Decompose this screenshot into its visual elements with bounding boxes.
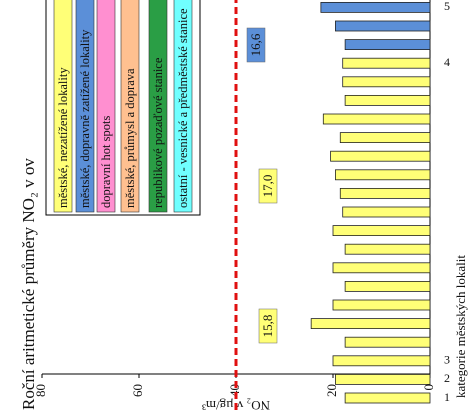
- bar: [344, 336, 431, 348]
- bar: [342, 206, 431, 218]
- legend-label: dopravní hot spots: [99, 116, 113, 208]
- y-tick-label: 60: [130, 384, 145, 397]
- legend-label: republikové pozaďové stanice: [151, 57, 165, 208]
- bar: [342, 76, 431, 88]
- bar: [335, 20, 431, 32]
- y-tick-label: 0: [421, 384, 436, 391]
- x-tick-label: 5: [444, 0, 450, 13]
- legend-swatch: [53, 0, 73, 213]
- bar: [330, 150, 431, 162]
- bar: [335, 374, 431, 385]
- legend-label: ostatní - vesnické a předměstské stanice: [176, 8, 190, 208]
- x-tick-label: 1: [444, 390, 450, 404]
- legend-label: městské, nezatížené lokality: [56, 67, 70, 208]
- legend-swatch: [96, 0, 116, 213]
- legend-swatch: [120, 0, 140, 213]
- annotation-box: [258, 308, 278, 344]
- bar: [332, 225, 431, 237]
- annotation: 17,0: [260, 175, 275, 198]
- bar: [332, 299, 431, 311]
- rotated-plot: Roční aritmetické průměry NO₂ v ov kateg…: [19, 0, 468, 413]
- bar: [339, 187, 431, 199]
- annotation-box: [246, 27, 266, 63]
- bar: [342, 57, 431, 69]
- bar: [344, 94, 431, 106]
- bar: [344, 281, 431, 292]
- legend-swatch: [148, 0, 168, 213]
- x-axis-title: kategorie městských lokalit: [453, 255, 468, 398]
- bar: [332, 262, 431, 274]
- bar: [332, 355, 431, 367]
- bar: [320, 1, 431, 13]
- bar: [310, 318, 431, 329]
- x-tick-label: 4: [444, 55, 450, 69]
- y-tick-label: 40: [227, 384, 242, 397]
- legend-label: městské, průmysl a doprava: [123, 68, 137, 208]
- annotation-box: [258, 168, 278, 204]
- y-tick-label: 80: [33, 384, 48, 397]
- bar: [322, 113, 431, 125]
- annotation: 16,6: [248, 33, 263, 56]
- legend-swatch: [173, 0, 193, 213]
- x-tick-label: 2: [444, 371, 450, 385]
- bar: [344, 39, 431, 51]
- bar: [335, 169, 431, 181]
- bar: [344, 392, 431, 404]
- legend-swatch: [75, 0, 95, 213]
- chart-title: Roční aritmetické průměry NO₂ v ov: [19, 158, 38, 410]
- legend-label: městské, dopravně zatížené lokality: [78, 29, 92, 208]
- bar: [344, 243, 431, 255]
- y-tick-label: 20: [324, 384, 339, 397]
- x-tick-label: 3: [444, 353, 450, 367]
- annotation: 15,8: [260, 315, 275, 338]
- bar: [339, 132, 431, 144]
